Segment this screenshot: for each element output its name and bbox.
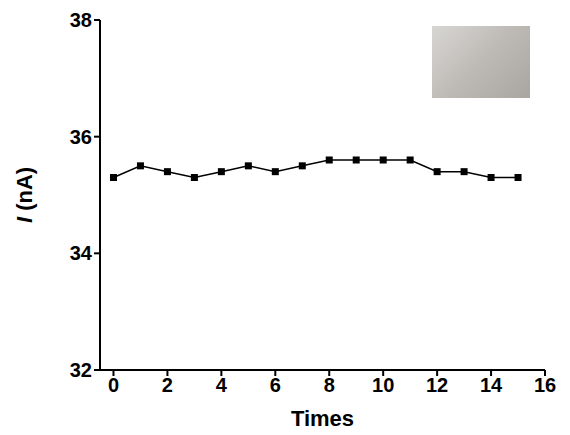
svg-text:0: 0 [108,374,119,396]
svg-text:10: 10 [372,374,394,396]
svg-text:34: 34 [70,242,93,264]
svg-text:I (nA): I (nA) [12,167,37,223]
svg-text:8: 8 [324,374,335,396]
svg-text:16: 16 [534,374,556,396]
svg-text:2: 2 [162,374,173,396]
svg-text:36: 36 [70,126,92,148]
svg-text:Times: Times [291,406,354,431]
svg-text:6: 6 [270,374,281,396]
svg-text:14: 14 [480,374,503,396]
svg-text:38: 38 [70,9,92,31]
svg-text:32: 32 [70,359,92,381]
svg-text:4: 4 [216,374,228,396]
svg-text:12: 12 [426,374,448,396]
